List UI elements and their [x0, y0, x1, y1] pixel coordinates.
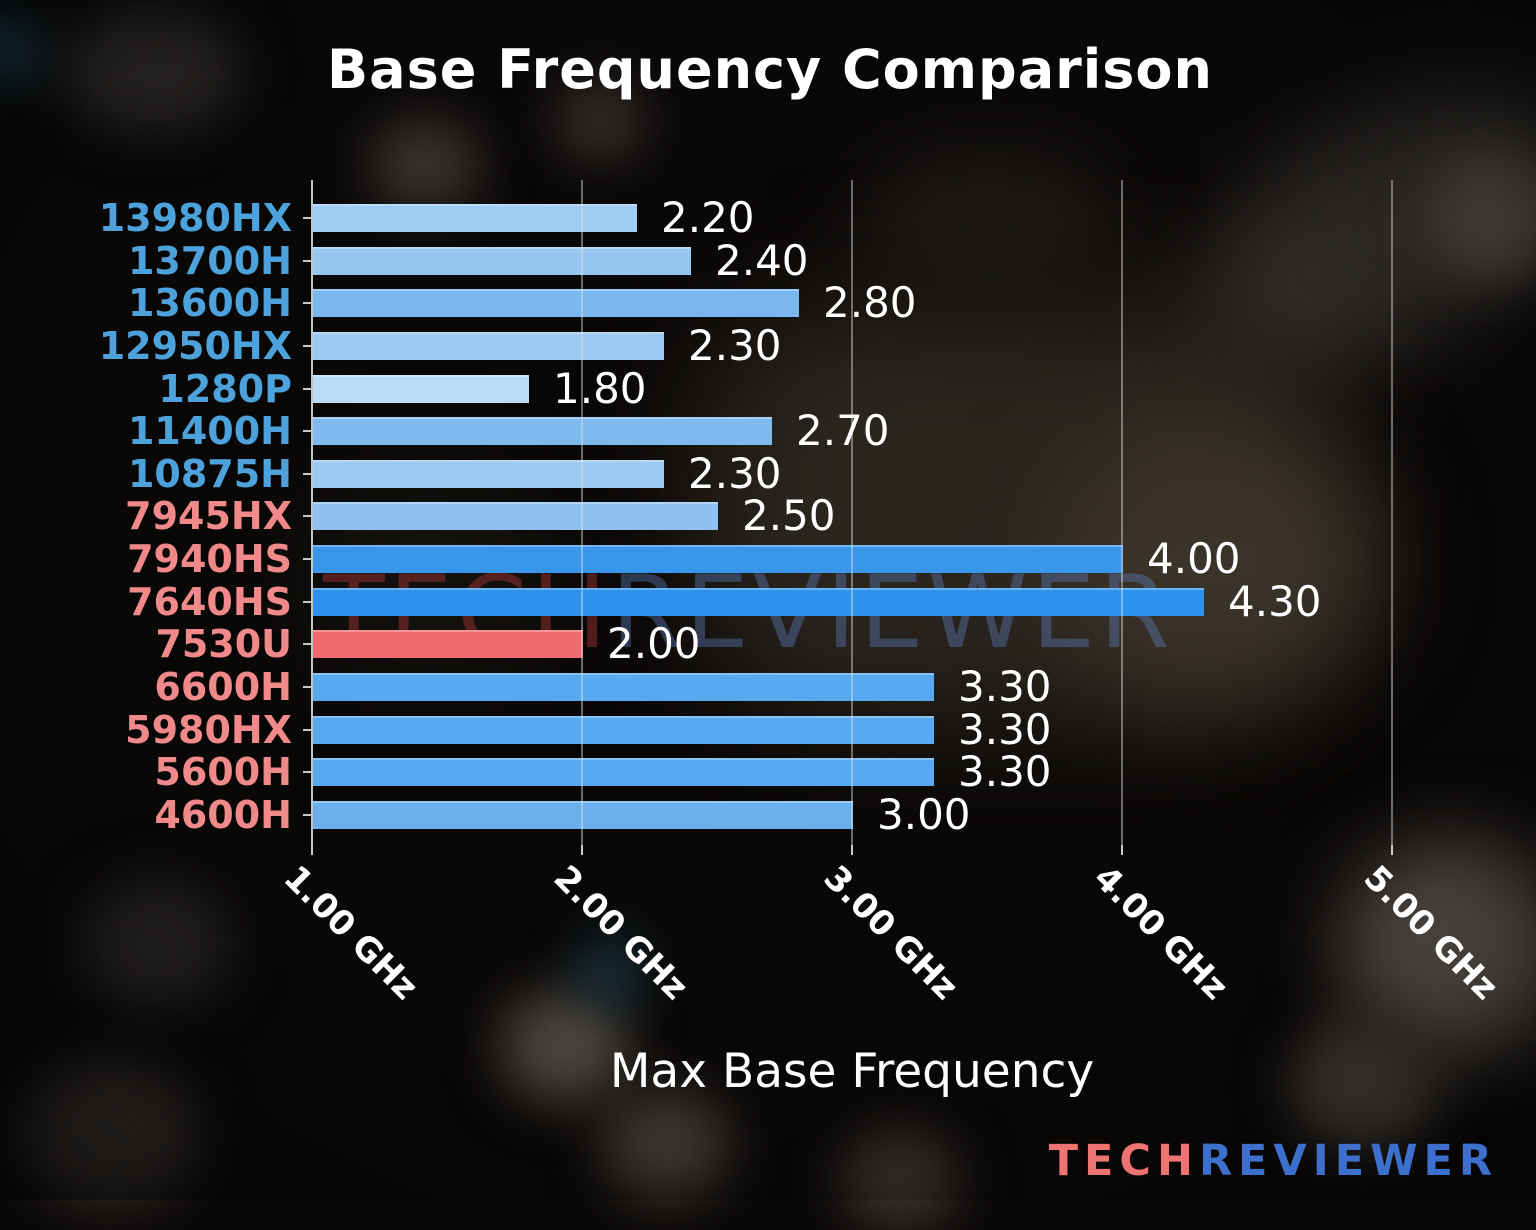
y-axis-tick	[303, 472, 311, 475]
value-label: 3.00	[877, 789, 971, 839]
category-label: 7640HS	[127, 579, 292, 624]
bar	[313, 331, 664, 360]
value-label: 4.00	[1147, 534, 1241, 584]
bar	[313, 459, 664, 488]
background-blob	[1290, 1020, 1440, 1150]
value-label: 2.20	[661, 193, 755, 242]
x-axis-tick-label: 2.00 GHz	[545, 858, 696, 1008]
category-label: 13700H	[127, 238, 292, 283]
background-blob	[60, 10, 240, 130]
bar	[313, 715, 934, 744]
y-axis-tick	[303, 558, 311, 561]
background-blob	[555, 80, 645, 160]
bar	[313, 289, 799, 318]
x-axis-tick	[1121, 845, 1123, 855]
category-label: 10875H	[127, 451, 292, 496]
value-label: 2.00	[607, 619, 701, 669]
background-blob	[370, 120, 480, 210]
bar	[313, 630, 583, 659]
value-label: 3.30	[958, 704, 1052, 754]
y-axis-tick	[303, 728, 311, 731]
x-axis-tick-label: 3.00 GHz	[815, 858, 966, 1008]
background-blob	[600, 1090, 730, 1200]
y-axis-tick	[303, 686, 311, 689]
value-label: 1.80	[553, 363, 647, 413]
y-axis-tick	[303, 643, 311, 646]
bar	[313, 417, 772, 446]
y-axis-tick	[303, 813, 311, 816]
gridline	[581, 180, 583, 845]
bar	[313, 758, 934, 787]
bar	[313, 587, 1204, 616]
x-axis-tick	[581, 845, 583, 855]
y-axis-tick	[303, 259, 311, 262]
background-blob	[80, 880, 230, 1010]
bar	[313, 800, 853, 829]
logo-reviewer: REVIEWER	[1198, 1136, 1498, 1186]
gridline	[311, 180, 313, 845]
category-label: 13980HX	[98, 196, 292, 240]
logo-tech: TECH	[1048, 1136, 1199, 1186]
x-axis-tick	[311, 845, 313, 855]
value-label: 4.30	[1228, 576, 1322, 626]
category-label: 5980HX	[125, 707, 292, 752]
value-label: 3.30	[958, 662, 1052, 712]
value-label: 3.30	[958, 747, 1052, 797]
y-axis-tick	[303, 344, 311, 347]
value-label: 2.30	[688, 320, 782, 370]
bar	[313, 246, 691, 275]
background-blob	[500, 990, 630, 1105]
value-label: 2.80	[823, 278, 917, 328]
background-blob	[580, 940, 640, 1000]
category-label: 7530U	[155, 622, 292, 667]
gridline	[1121, 180, 1123, 845]
x-axis-tick-label: 1.00 GHz	[275, 858, 426, 1008]
y-axis-tick	[303, 430, 311, 433]
gridline	[851, 180, 853, 845]
y-axis-tick	[303, 515, 311, 518]
category-label: 13600H	[127, 281, 292, 326]
value-label: 2.30	[688, 448, 782, 498]
bar	[313, 374, 529, 403]
background-blob	[20, 1060, 200, 1210]
value-label: 2.70	[796, 406, 890, 456]
category-label: 7940HS	[127, 537, 292, 582]
y-axis-tick	[303, 302, 311, 305]
bar	[313, 502, 718, 531]
background-blob	[860, 150, 1120, 290]
bar	[313, 673, 934, 702]
bar-chart: 1.00 GHz 2.00 GHz 3.00 GHz 4.00 GHz 5.00 GHz…	[98, 180, 1506, 1008]
category-label: 11400H	[127, 409, 292, 454]
chart-title: Base Frequency Comparison	[327, 38, 1213, 101]
x-axis-title: Max Base Frequency	[609, 1044, 1095, 1099]
x-axis-tick	[1391, 845, 1393, 855]
y-axis-tick	[303, 387, 311, 390]
value-label: 2.50	[742, 491, 836, 541]
value-label: 2.40	[715, 235, 809, 285]
category-label: 5600H	[154, 750, 292, 795]
category-label: 6600H	[154, 665, 292, 710]
techreviewer-logo: TECHREVIEWER	[1049, 1136, 1498, 1186]
category-label: 1280P	[158, 366, 292, 411]
x-axis-tick-label: 5.00 GHz	[1355, 858, 1506, 1008]
category-label: 4600H	[154, 792, 292, 837]
y-axis-tick	[303, 600, 311, 603]
gridline	[1391, 180, 1393, 845]
bar	[313, 545, 1123, 574]
bar	[313, 204, 637, 232]
y-axis-tick	[303, 217, 311, 219]
category-label: 7945HX	[125, 494, 292, 539]
x-axis-tick	[851, 845, 853, 855]
y-axis-tick	[303, 771, 311, 774]
background-blob	[1430, 150, 1536, 280]
x-axis-tick-label: 4.00 GHz	[1085, 858, 1236, 1008]
category-label: 12950HX	[98, 323, 292, 368]
